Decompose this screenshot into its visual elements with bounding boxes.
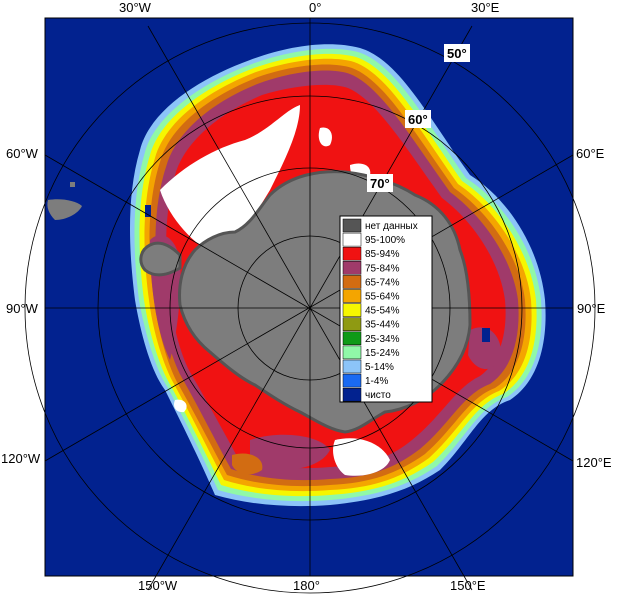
legend-label: 55-64% — [365, 292, 400, 303]
lon-label-60e: 60°E — [576, 146, 605, 161]
legend-swatch — [342, 359, 362, 374]
lat-label-50: 50° — [447, 46, 467, 61]
legend-swatch — [342, 331, 362, 346]
legend-label: 35-44% — [365, 320, 400, 331]
lat-label-50-box — [444, 44, 470, 62]
legend-swatch — [342, 261, 362, 275]
antarctic-peninsula — [139, 241, 182, 277]
lon-label-0: 0° — [309, 0, 321, 15]
lon-label-150w: 150°W — [138, 578, 178, 593]
lat-label-60-box — [405, 110, 431, 128]
meridian-60e-120w — [44, 154, 574, 462]
legend: нет данных 95-100% 85-94% 75-84% 65-74% 55-64… — [339, 215, 433, 403]
legend-swatch — [342, 317, 362, 331]
lon-label-90w: 90°W — [6, 301, 39, 316]
lon-label-120e: 120°E — [576, 455, 612, 470]
lon-label-30e: 30°E — [471, 0, 500, 15]
legend-label: 95-100% — [365, 235, 405, 246]
legend-label: 75-84% — [365, 263, 400, 274]
lon-label-30w: 30°W — [119, 0, 152, 15]
legend-swatch — [342, 387, 362, 402]
legend-swatch — [342, 275, 362, 289]
lon-label-120w: 120°W — [1, 451, 41, 466]
legend-swatch — [342, 232, 362, 247]
legend-label: 5-14% — [365, 362, 394, 373]
lon-label-90e: 90°E — [577, 301, 606, 316]
clear-patch-w — [145, 205, 151, 217]
legend-items: нет данных 95-100% 85-94% 75-84% 65-74% 55-64… — [342, 218, 418, 402]
south-america-island — [70, 182, 75, 187]
south-america-land — [47, 199, 82, 220]
ice-band-white-ross — [333, 438, 390, 476]
legend-label: чисто — [365, 390, 391, 401]
legend-label: 45-54% — [365, 306, 400, 317]
frame-border — [44, 17, 574, 577]
legend-swatch — [342, 289, 362, 303]
lat-label-70-box — [367, 174, 393, 192]
legend-swatch — [342, 303, 362, 317]
legend-swatch — [342, 246, 362, 261]
legend-swatch — [342, 345, 362, 360]
ice-patch-orange-s — [232, 453, 263, 475]
legend-label: нет данных — [365, 221, 418, 232]
legend-swatch — [342, 373, 362, 388]
legend-swatch — [342, 218, 362, 233]
legend-label: 85-94% — [365, 249, 400, 260]
ice-patch-white-n — [318, 127, 332, 147]
ice-patch-white-sw — [174, 399, 187, 413]
legend-label: 15-24% — [365, 348, 400, 359]
lat-label-60: 60° — [408, 112, 428, 127]
legend-label: 65-74% — [365, 277, 400, 288]
legend-label: 25-34% — [365, 334, 400, 345]
ice-patch-purple-e — [468, 327, 501, 370]
lat-label-70: 70° — [370, 176, 390, 191]
lon-label-150e: 150°E — [450, 578, 486, 593]
clear-patch-e — [482, 328, 490, 342]
legend-label: 1-4% — [365, 376, 388, 387]
lon-label-180: 180° — [293, 578, 320, 593]
lon-label-60w: 60°W — [6, 146, 39, 161]
ice-band-white-weddell — [160, 105, 300, 255]
